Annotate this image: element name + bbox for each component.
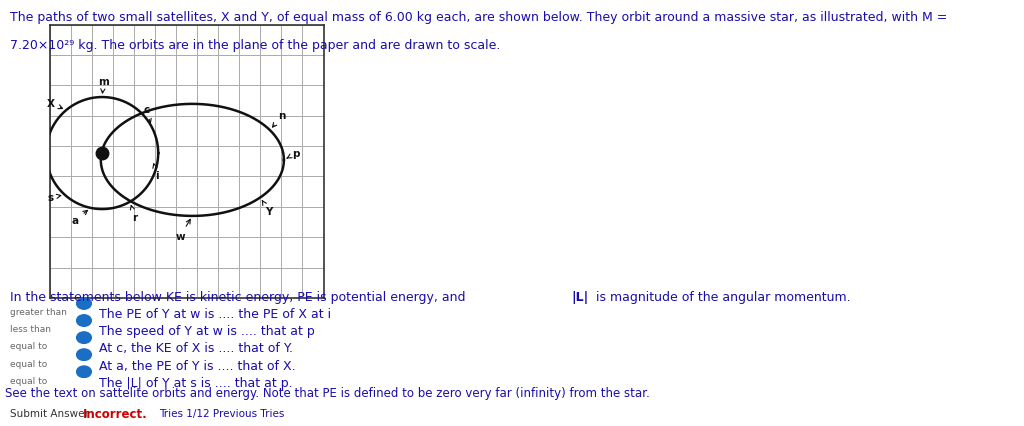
Text: The paths of two small satellites, X and Y, of equal mass of 6.00 kg each, are s: The paths of two small satellites, X and… — [10, 11, 947, 23]
Text: s: s — [48, 193, 60, 203]
Text: In the statements below KE is kinetic energy, PE is potential energy, and: In the statements below KE is kinetic en… — [10, 291, 470, 303]
Text: equal to: equal to — [10, 342, 47, 351]
Circle shape — [77, 349, 91, 360]
Text: c: c — [143, 105, 152, 124]
Circle shape — [77, 332, 91, 343]
Text: The PE of Y at w is .... the PE of X at i: The PE of Y at w is .... the PE of X at … — [99, 308, 332, 320]
Text: At c, the KE of X is .... that of Y.: At c, the KE of X is .... that of Y. — [99, 342, 293, 354]
Text: greater than: greater than — [10, 308, 68, 317]
Text: See the text on sattelite orbits and energy. Note that PE is defined to be zero : See the text on sattelite orbits and ene… — [5, 386, 650, 399]
Text: w: w — [175, 220, 190, 242]
Text: equal to: equal to — [10, 376, 47, 385]
Text: The |L| of Y at s is .... that at p.: The |L| of Y at s is .... that at p. — [99, 376, 293, 389]
Text: At a, the PE of Y is .... that of X.: At a, the PE of Y is .... that of X. — [99, 359, 296, 371]
Text: The speed of Y at w is .... that at p: The speed of Y at w is .... that at p — [99, 325, 315, 337]
Text: a: a — [72, 211, 87, 226]
Text: r: r — [130, 206, 137, 222]
Text: |L|: |L| — [571, 291, 589, 303]
Text: m: m — [98, 76, 109, 94]
Circle shape — [77, 366, 91, 378]
Text: Tries 1/12 Previous Tries: Tries 1/12 Previous Tries — [159, 408, 284, 418]
Text: Submit Answer: Submit Answer — [10, 408, 89, 418]
Text: equal to: equal to — [10, 359, 47, 368]
Text: 7.20×10²⁹ kg. The orbits are in the plane of the paper and are drawn to scale.: 7.20×10²⁹ kg. The orbits are in the plan… — [10, 39, 501, 52]
Text: n: n — [272, 111, 286, 128]
Text: is magnitude of the angular momentum.: is magnitude of the angular momentum. — [592, 291, 851, 303]
Text: p: p — [287, 149, 300, 159]
Text: i: i — [153, 164, 159, 181]
Text: X: X — [47, 99, 62, 109]
Circle shape — [77, 298, 91, 309]
Circle shape — [77, 315, 91, 326]
Text: Y: Y — [262, 201, 272, 216]
Text: Incorrect.: Incorrect. — [83, 407, 147, 420]
Text: less than: less than — [10, 325, 51, 334]
